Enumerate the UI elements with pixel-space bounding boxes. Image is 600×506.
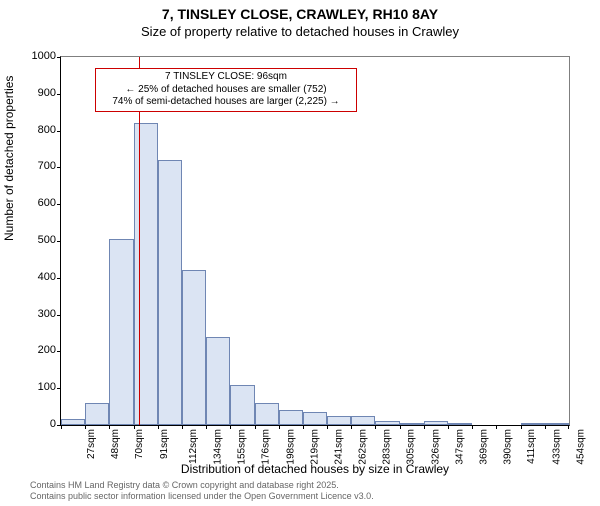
xtick-mark xyxy=(85,425,86,429)
xtick-mark xyxy=(61,425,62,429)
ytick-label: 800 xyxy=(38,124,56,136)
xtick-mark xyxy=(134,425,135,429)
xtick-mark xyxy=(230,425,231,429)
title-sub: Size of property relative to detached ho… xyxy=(0,24,600,39)
xtick-mark xyxy=(182,425,183,429)
ytick-label: 200 xyxy=(38,344,56,356)
xtick-label: 70sqm xyxy=(134,429,145,459)
xtick-mark xyxy=(521,425,522,429)
xtick-mark xyxy=(109,425,110,429)
histogram-bar xyxy=(61,419,85,425)
histogram-bar xyxy=(85,403,109,425)
xtick-label: 198sqm xyxy=(285,429,296,465)
ytick-label: 900 xyxy=(38,87,56,99)
histogram-bar xyxy=(206,337,230,425)
xtick-label: 262sqm xyxy=(358,429,369,465)
xtick-label: 219sqm xyxy=(309,429,320,465)
xtick-mark xyxy=(279,425,280,429)
xtick-mark xyxy=(158,425,159,429)
histogram-bar xyxy=(230,385,254,425)
xtick-label: 91sqm xyxy=(159,429,170,459)
ytick-mark xyxy=(57,131,61,132)
xtick-label: 155sqm xyxy=(237,429,248,465)
xtick-label: 112sqm xyxy=(188,429,199,464)
ytick-mark xyxy=(57,278,61,279)
xtick-mark xyxy=(448,425,449,429)
ytick-label: 100 xyxy=(38,381,56,393)
histogram-chart: 27sqm48sqm70sqm91sqm112sqm134sqm155sqm17… xyxy=(60,56,570,426)
histogram-bar xyxy=(424,421,448,425)
xtick-label: 390sqm xyxy=(503,429,514,465)
xtick-label: 305sqm xyxy=(406,429,417,465)
reference-line xyxy=(139,57,140,425)
ytick-label: 500 xyxy=(38,234,56,246)
ytick-label: 400 xyxy=(38,271,56,283)
annotation-line-2: ← 25% of detached houses are smaller (75… xyxy=(102,84,350,97)
histogram-bar xyxy=(134,123,158,425)
ytick-mark xyxy=(57,351,61,352)
ytick-label: 700 xyxy=(38,160,56,172)
xtick-mark xyxy=(400,425,401,429)
xtick-mark xyxy=(545,425,546,429)
histogram-bar xyxy=(303,412,327,425)
histogram-bar xyxy=(351,416,375,425)
ytick-mark xyxy=(57,241,61,242)
xtick-label: 369sqm xyxy=(479,429,490,465)
xtick-label: 48sqm xyxy=(110,429,121,459)
histogram-bar xyxy=(109,239,133,425)
ytick-mark xyxy=(57,315,61,316)
xtick-label: 241sqm xyxy=(333,429,344,465)
xtick-mark xyxy=(568,425,569,429)
xtick-mark xyxy=(206,425,207,429)
xtick-mark xyxy=(472,425,473,429)
annotation-line-1: 7 TINSLEY CLOSE: 96sqm xyxy=(102,71,350,84)
xtick-label: 347sqm xyxy=(454,429,465,465)
xtick-mark xyxy=(496,425,497,429)
footer-attribution: Contains HM Land Registry data © Crown c… xyxy=(30,480,374,502)
ytick-mark xyxy=(57,204,61,205)
xtick-mark xyxy=(375,425,376,429)
histogram-bar xyxy=(400,423,424,425)
xtick-label: 454sqm xyxy=(575,429,586,465)
title-main: 7, TINSLEY CLOSE, CRAWLEY, RH10 8AY xyxy=(0,6,600,22)
annotation-box: 7 TINSLEY CLOSE: 96sqm← 25% of detached … xyxy=(95,68,357,112)
xtick-mark xyxy=(351,425,352,429)
annotation-line-3: 74% of semi-detached houses are larger (… xyxy=(102,96,350,109)
ytick-label: 300 xyxy=(38,308,56,320)
histogram-bar xyxy=(182,270,206,425)
histogram-bar xyxy=(327,416,351,425)
histogram-bar xyxy=(375,421,399,425)
ytick-mark xyxy=(57,94,61,95)
ytick-mark xyxy=(57,167,61,168)
histogram-bar xyxy=(521,423,545,425)
xtick-label: 326sqm xyxy=(430,429,441,465)
xtick-label: 134sqm xyxy=(213,429,224,465)
xtick-mark xyxy=(327,425,328,429)
histogram-bar xyxy=(545,423,569,425)
ytick-label: 1000 xyxy=(32,50,56,62)
xtick-mark xyxy=(424,425,425,429)
footer-line-1: Contains HM Land Registry data © Crown c… xyxy=(30,480,374,491)
ytick-label: 0 xyxy=(50,418,56,430)
xtick-mark xyxy=(255,425,256,429)
xtick-label: 433sqm xyxy=(551,429,562,465)
xtick-label: 283sqm xyxy=(382,429,393,465)
xtick-label: 411sqm xyxy=(526,429,537,464)
ytick-label: 600 xyxy=(38,197,56,209)
xtick-label: 176sqm xyxy=(261,429,272,465)
ytick-mark xyxy=(57,57,61,58)
xtick-mark xyxy=(303,425,304,429)
ytick-mark xyxy=(57,388,61,389)
xtick-label: 27sqm xyxy=(86,429,97,459)
y-axis-label: Number of detached properties xyxy=(2,76,16,241)
histogram-bar xyxy=(279,410,303,425)
histogram-bar xyxy=(448,423,472,425)
histogram-bar xyxy=(158,160,182,425)
x-axis-label: Distribution of detached houses by size … xyxy=(60,462,570,476)
histogram-bar xyxy=(255,403,279,425)
